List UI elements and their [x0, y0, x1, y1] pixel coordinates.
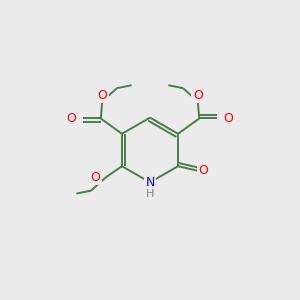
Text: O: O	[91, 171, 100, 184]
Text: O: O	[97, 89, 107, 102]
Text: H: H	[146, 189, 154, 199]
Text: N: N	[145, 176, 155, 189]
Text: O: O	[224, 112, 233, 125]
Text: O: O	[67, 112, 76, 125]
Text: O: O	[199, 164, 208, 177]
Text: O: O	[193, 89, 203, 102]
